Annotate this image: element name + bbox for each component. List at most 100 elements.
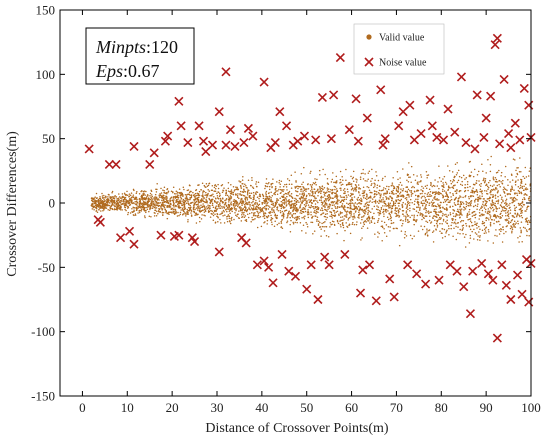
valid-point bbox=[257, 181, 260, 183]
valid-point bbox=[187, 221, 189, 223]
valid-point bbox=[258, 216, 260, 219]
valid-point bbox=[520, 202, 523, 204]
valid-point bbox=[294, 212, 297, 215]
valid-point bbox=[336, 220, 339, 223]
valid-point bbox=[457, 200, 459, 203]
valid-point bbox=[342, 219, 344, 221]
valid-point bbox=[265, 193, 267, 196]
valid-point bbox=[446, 194, 448, 196]
valid-point bbox=[211, 189, 214, 191]
valid-point bbox=[231, 210, 233, 213]
noise-point bbox=[378, 140, 388, 150]
valid-point bbox=[409, 207, 411, 210]
valid-point bbox=[97, 205, 99, 208]
valid-point bbox=[412, 185, 414, 188]
valid-point bbox=[168, 213, 170, 215]
valid-point bbox=[369, 222, 371, 224]
valid-point bbox=[363, 191, 366, 193]
valid-point bbox=[235, 188, 238, 191]
minpts-label: Minpts bbox=[95, 37, 146, 57]
valid-point bbox=[312, 205, 315, 208]
valid-point bbox=[309, 190, 312, 192]
valid-point bbox=[344, 190, 346, 193]
valid-point bbox=[366, 185, 368, 188]
valid-point bbox=[297, 195, 299, 197]
valid-point bbox=[499, 217, 501, 220]
valid-point bbox=[470, 199, 473, 202]
noise-point bbox=[129, 141, 139, 151]
valid-point bbox=[234, 205, 236, 207]
valid-point bbox=[156, 198, 159, 200]
valid-point bbox=[244, 200, 247, 202]
valid-point bbox=[193, 206, 195, 208]
valid-point bbox=[468, 213, 471, 215]
valid-point bbox=[95, 200, 98, 202]
valid-point bbox=[167, 191, 169, 194]
valid-point bbox=[209, 216, 212, 218]
valid-point bbox=[498, 233, 501, 235]
minpts-value: :120 bbox=[146, 37, 178, 57]
valid-point bbox=[209, 207, 211, 209]
valid-point bbox=[511, 179, 514, 181]
valid-point bbox=[316, 206, 319, 208]
valid-point bbox=[171, 212, 173, 214]
valid-point bbox=[364, 213, 366, 215]
valid-point bbox=[464, 246, 467, 248]
valid-point bbox=[321, 209, 324, 212]
valid-point bbox=[184, 207, 186, 209]
valid-point bbox=[150, 216, 152, 218]
valid-point bbox=[383, 227, 385, 230]
valid-point bbox=[345, 215, 347, 218]
valid-point bbox=[327, 235, 330, 238]
valid-point bbox=[461, 184, 464, 187]
valid-point bbox=[290, 174, 293, 176]
valid-point bbox=[326, 191, 328, 193]
valid-point bbox=[403, 215, 405, 217]
valid-point bbox=[166, 201, 168, 204]
valid-point bbox=[493, 184, 495, 186]
valid-point bbox=[232, 191, 235, 194]
valid-point bbox=[324, 206, 326, 209]
valid-point bbox=[507, 215, 510, 217]
valid-point bbox=[284, 183, 286, 186]
valid-point bbox=[359, 187, 362, 190]
valid-point bbox=[383, 194, 385, 196]
valid-point bbox=[350, 185, 353, 187]
valid-point bbox=[497, 200, 499, 202]
valid-point bbox=[219, 218, 221, 221]
valid-point bbox=[376, 187, 378, 189]
valid-point bbox=[307, 188, 310, 190]
valid-point bbox=[507, 213, 510, 215]
valid-point bbox=[442, 184, 445, 186]
valid-point bbox=[436, 219, 438, 222]
valid-point bbox=[414, 179, 417, 182]
valid-point bbox=[323, 226, 325, 228]
valid-point bbox=[307, 204, 310, 206]
valid-point bbox=[317, 201, 319, 204]
valid-point bbox=[107, 199, 109, 202]
valid-point bbox=[258, 203, 261, 206]
valid-point bbox=[292, 223, 295, 225]
valid-point bbox=[472, 195, 475, 198]
valid-point bbox=[524, 183, 527, 185]
valid-point bbox=[381, 239, 383, 242]
valid-point bbox=[200, 189, 202, 191]
valid-point bbox=[179, 211, 182, 214]
valid-point bbox=[243, 185, 245, 188]
valid-point bbox=[217, 221, 219, 223]
valid-point bbox=[363, 194, 365, 197]
valid-point bbox=[294, 206, 296, 209]
valid-point bbox=[465, 205, 468, 208]
valid-point bbox=[351, 216, 354, 218]
valid-point bbox=[133, 209, 135, 211]
valid-point bbox=[278, 222, 280, 224]
valid-point bbox=[383, 213, 385, 215]
valid-point bbox=[469, 203, 472, 205]
valid-point bbox=[116, 198, 118, 200]
valid-point bbox=[525, 176, 528, 178]
valid-point bbox=[409, 210, 411, 212]
valid-point bbox=[246, 194, 249, 196]
valid-point bbox=[192, 207, 195, 209]
valid-point bbox=[108, 209, 111, 211]
valid-point bbox=[232, 200, 235, 203]
